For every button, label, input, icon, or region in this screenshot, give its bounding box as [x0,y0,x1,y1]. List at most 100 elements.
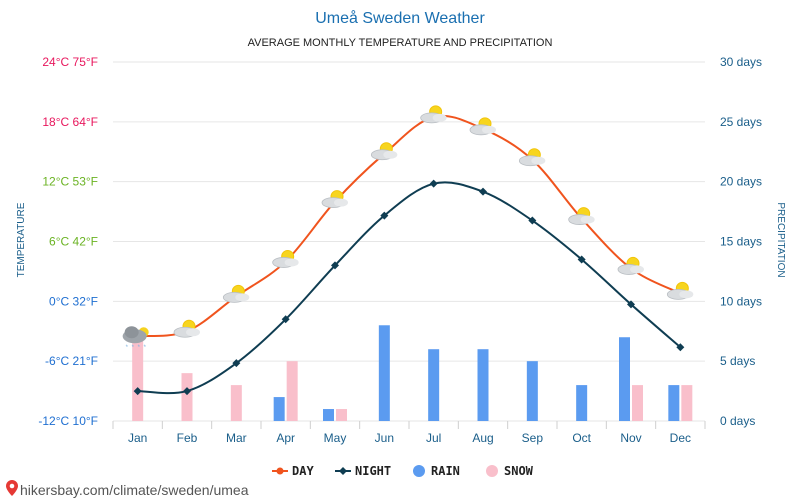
day-line [137,114,681,338]
snowflake: * [126,345,129,351]
legend-marker [339,467,347,475]
cloud-shape [124,326,139,339]
cloud-shape [186,328,200,337]
legend-marker [413,465,425,477]
y-tick-label-right: 0 days [720,414,755,428]
weather-icons: * * * * [122,105,694,351]
legend-label: SNOW [504,464,534,478]
cloud-shape [284,258,299,267]
snow-bar [632,385,643,421]
night-point [331,261,339,270]
legend-item-night: NIGHT [335,464,391,478]
cloud-shape [235,293,250,302]
chart-subtitle: AVERAGE MONTHLY TEMPERATURE AND PRECIPIT… [248,37,553,49]
rain-bar [526,361,538,421]
night-point [676,343,685,352]
cloud-shape [679,290,694,299]
snow-bar [132,337,144,421]
sun-cloud-icon [518,148,546,167]
y-tick-label-left: 12°C 53°F [42,175,98,189]
night-point [479,187,487,196]
x-tick-label: Aug [472,431,493,445]
y-tick-label-left: 0°C 32°F [49,294,98,308]
x-tick-label: Feb [177,431,198,445]
x-tick-label: Oct [572,431,591,445]
snow-bar [336,409,347,421]
x-tick-label: Jul [426,431,441,445]
rain-bar [477,349,489,421]
snowflake: * [138,345,141,351]
y-tick-label-right: 5 days [720,354,755,368]
sun-cloud-icon [617,256,644,275]
rain-bar [668,385,680,421]
night-point [380,211,389,220]
rain-bar [619,337,630,421]
x-tick-label: Sep [522,431,544,445]
precip-bars [132,325,693,421]
y-tick-label-right: 30 days [720,55,762,69]
night-point [183,387,191,396]
temp-lines [133,114,685,396]
night-point [429,179,438,188]
sun-cloud-icon [666,281,694,300]
night-point [281,315,290,324]
y-ticks-left: 24°C 75°F 18°C 64°F 12°C 53°F 6°C 42°F 0°C 3… [38,55,98,428]
legend-marker [276,467,284,475]
grid-lines [112,61,706,429]
footer[interactable]: hikersbay.com/climate/sweden/umea [6,480,249,498]
sun-cloud-icon [568,207,595,225]
snow-bar [181,373,193,421]
legend-item-rain: RAIN [413,464,460,478]
y-tick-label-left: 24°C 75°F [42,55,98,69]
x-tick-label: Dec [670,431,691,445]
y-tick-label-right: 25 days [720,115,762,129]
snow-bar [286,361,298,421]
rain-bar [576,385,588,421]
cloud-shape [334,198,348,207]
cloud-shape [432,113,447,122]
y-tick-label-right: 15 days [720,235,762,249]
sun-cloud-icon [321,190,348,209]
snow-cloud-icon: * * * * [122,326,149,351]
legend-label: DAY [292,464,314,478]
x-tick-label: May [324,431,347,445]
sun-cloud-icon [469,117,496,136]
night-point [232,359,241,368]
chart-title: Umeå Sweden Weather [315,9,485,27]
night-point [577,255,586,264]
location-pin-icon [6,480,18,496]
y-tick-label-left: 18°C 64°F [42,115,98,129]
night-point [627,300,635,309]
y-tick-label-left: 6°C 42°F [49,235,98,249]
sun-cloud-icon [370,142,398,161]
x-tick-label: Apr [276,431,295,445]
snow-bar [230,385,242,421]
x-tick-label: Jun [375,431,394,445]
y-tick-label-left: -12°C 10°F [38,414,98,428]
x-tick-label: Mar [226,431,247,445]
source-link[interactable]: hikersbay.com/climate/sweden/umea [20,482,249,498]
y-tick-label-right: 10 days [720,294,762,308]
rain-bar [378,325,390,421]
snowflake: * [144,345,147,351]
legend-item-day: DAY [272,464,314,478]
snow-bar [681,385,693,421]
x-tick-label: Nov [620,431,641,445]
night-point [528,216,537,225]
sun-cloud-icon [173,319,200,338]
cloud-shape [383,150,398,159]
y-tick-label-right: 20 days [720,175,762,189]
y-tick-label-left: -6°C 21°F [45,354,98,368]
legend-marker [486,465,498,477]
rain-bar [323,409,334,421]
sun-cloud-icon [222,284,250,303]
legend-item-snow: SNOW [486,464,534,478]
x-tick-label: Jan [128,431,147,445]
cloud-shape [531,156,546,165]
cloud-shape [482,125,496,134]
legend: DAY NIGHT RAIN SNOW [272,464,534,478]
snowflake: * [132,345,135,351]
legend-label: RAIN [431,464,460,478]
night-point [133,387,142,396]
